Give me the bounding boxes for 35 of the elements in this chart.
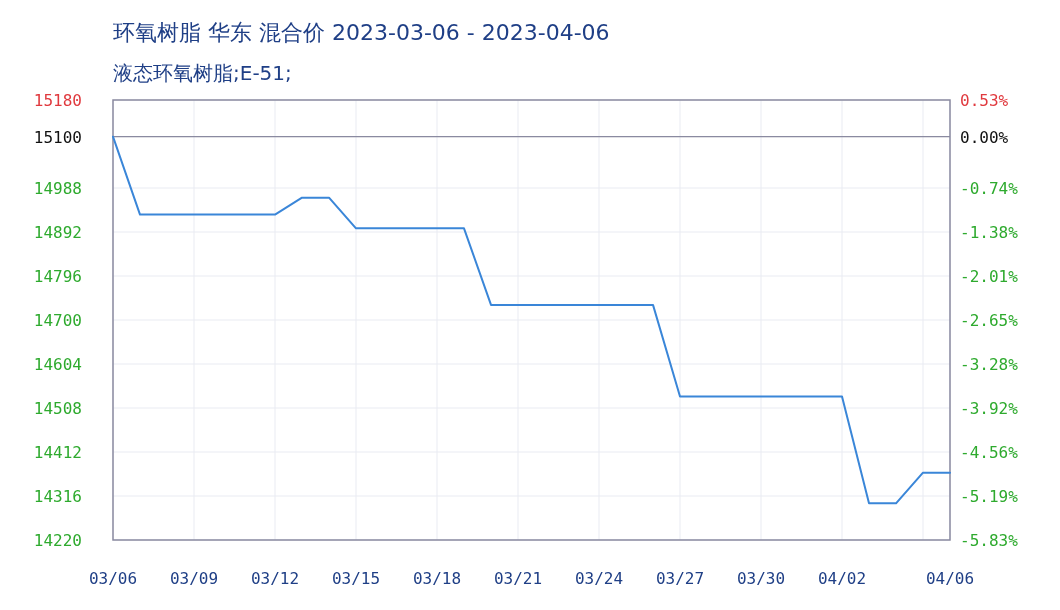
y-tick-label: 14700: [33, 311, 82, 330]
y2-tick-label: -4.56%: [960, 443, 1019, 463]
x-tick-label: 03/27: [655, 569, 705, 588]
x-tick-label: 04/06: [925, 569, 975, 588]
x-tick-label: 03/09: [169, 569, 219, 588]
x-tick-label: 03/06: [88, 569, 138, 588]
y-tick-label: 14220: [33, 531, 82, 550]
y2-tick-label: -3.28%: [960, 354, 1019, 374]
y2-tick-label: -2.01%: [960, 266, 1019, 286]
x-tick-label: 04/02: [817, 569, 867, 588]
y2-tick-label: -1.38%: [960, 223, 1019, 243]
y2-tick-label: -0.74%: [960, 178, 1019, 198]
y2-tick-label: -3.92%: [960, 398, 1019, 418]
y-tick-label: 14604: [33, 355, 82, 374]
x-tick-label: 03/18: [412, 569, 462, 588]
y-tick-label: 14796: [33, 267, 82, 286]
chart-subtitle: 液态环氧树脂;E-51;: [113, 61, 292, 85]
y2-tick-label: -2.65%: [960, 311, 1019, 330]
y-tick-label: 14412: [33, 443, 82, 462]
y2-tick-label: 0.53%: [960, 91, 1009, 110]
y2-tick-label: -5.83%: [960, 531, 1019, 550]
x-tick-label: 03/21: [493, 569, 543, 588]
x-tick-label: 03/24: [574, 569, 624, 588]
y-tick-label: 15100: [33, 127, 82, 147]
x-tick-label: 03/30: [736, 569, 786, 588]
x-tick-label: 03/12: [250, 569, 300, 588]
y-tick-label: 14316: [33, 487, 82, 506]
y-tick-label: 15180: [33, 91, 82, 110]
y2-tick-label: 0.00%: [960, 127, 1009, 147]
y-tick-label: 14892: [33, 223, 82, 242]
y2-tick-label: -5.19%: [960, 486, 1019, 506]
y-tick-label: 14508: [33, 399, 82, 418]
x-tick-label: 03/15: [331, 569, 381, 588]
y-tick-label: 14988: [33, 179, 82, 198]
chart-title: 环氧树脂 华东 混合价 2023-03-06 - 2023-04-06: [113, 20, 610, 45]
